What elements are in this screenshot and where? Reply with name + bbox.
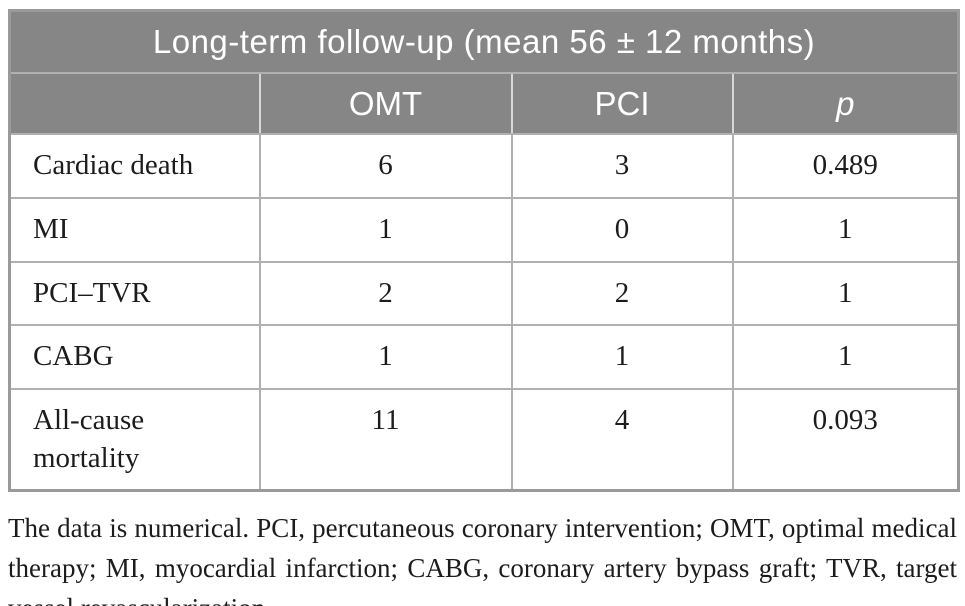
pci-value: 2 (510, 260, 734, 327)
row-label: All-cause mortality (8, 387, 261, 492)
p-value: 1 (731, 196, 960, 263)
omt-value: 11 (258, 387, 513, 492)
omt-value: 6 (258, 133, 513, 199)
table-title: Long-term follow-up (mean 56 ± 12 months… (8, 9, 960, 74)
column-header-pci: PCI (510, 71, 734, 136)
column-header-omt: OMT (258, 71, 513, 136)
footnote-line: vessel revascularization. (8, 588, 957, 606)
table-footnote: The data is numerical. PCI, percutaneous… (8, 508, 957, 606)
omt-value: 1 (258, 324, 513, 390)
table-row-pci-tvr: PCI–TVR 2 2 1 (8, 260, 960, 327)
pci-value: 1 (510, 324, 734, 390)
omt-value: 2 (258, 260, 513, 327)
p-value: 1 (731, 324, 960, 390)
row-label: PCI–TVR (8, 260, 261, 327)
omt-value: 1 (258, 196, 513, 263)
p-value: 0.093 (731, 387, 960, 492)
column-header-blank (8, 71, 261, 136)
row-label: MI (8, 196, 261, 263)
pci-value: 3 (510, 133, 734, 199)
table-row-all-cause-mortality: All-cause mortality 11 4 0.093 (8, 387, 960, 492)
footnote-line: therapy; MI, myocardial infarction; CABG… (8, 553, 957, 584)
footnote-line: The data is numerical. PCI, percutaneous… (8, 513, 957, 544)
table-title-row: Long-term follow-up (mean 56 ± 12 months… (8, 9, 960, 74)
table-row-mi: MI 1 0 1 (8, 196, 960, 263)
row-label: CABG (8, 324, 261, 390)
p-value: 0.489 (731, 133, 960, 199)
p-value: 1 (731, 260, 960, 327)
row-label: Cardiac death (8, 133, 261, 199)
pci-value: 4 (510, 387, 734, 492)
follow-up-table: Long-term follow-up (mean 56 ± 12 months… (8, 9, 960, 493)
column-header-p: p (731, 71, 960, 136)
table-row-cabg: CABG 1 1 1 (8, 324, 960, 390)
column-header-row: OMT PCI p (8, 71, 960, 136)
pci-value: 0 (510, 196, 734, 263)
table-row-cardiac-death: Cardiac death 6 3 0.489 (8, 133, 960, 199)
